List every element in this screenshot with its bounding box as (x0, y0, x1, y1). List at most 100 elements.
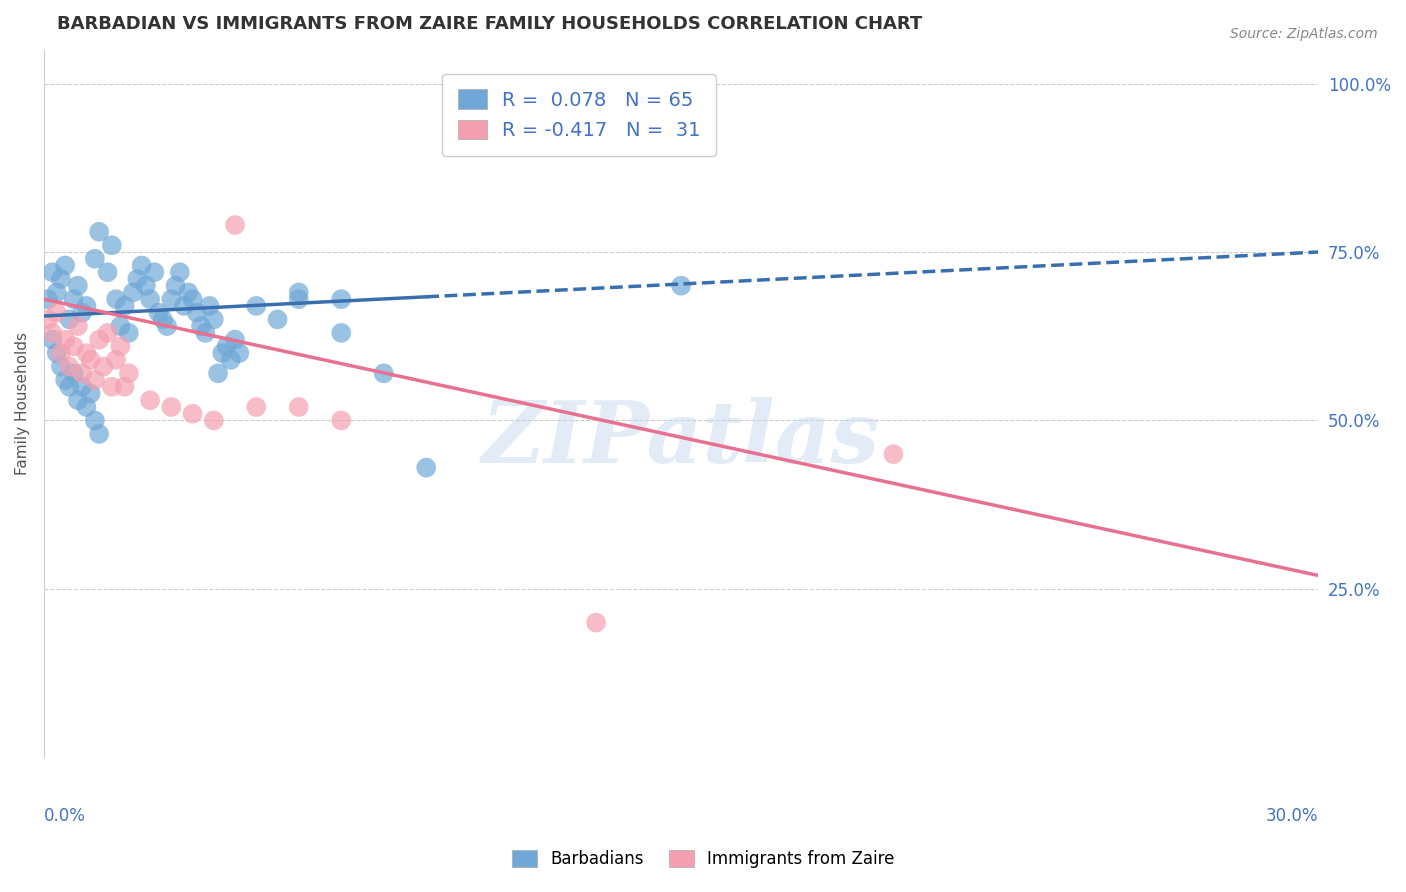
Point (83, 252, 105, 266)
Point (87, 426, 110, 441)
Point (93, 359, 115, 374)
Point (245, 299, 267, 313)
Point (330, 292, 353, 306)
Point (58, 359, 80, 374)
Text: Source: ZipAtlas.com: Source: ZipAtlas.com (1230, 27, 1378, 41)
Point (165, 278, 187, 293)
Point (83, 413, 105, 427)
Point (627, 96, 650, 111)
Point (198, 299, 221, 313)
Legend: Barbadians, Immigrants from Zaire: Barbadians, Immigrants from Zaire (505, 843, 901, 875)
Point (70, 366, 93, 380)
Point (415, 460, 437, 475)
Point (87, 225, 110, 239)
Text: ZIPatlas: ZIPatlas (482, 397, 880, 481)
Point (118, 366, 141, 380)
Point (114, 299, 136, 313)
Text: 0.0%: 0.0% (44, 807, 86, 825)
Point (97, 326, 120, 340)
Point (97, 265, 120, 279)
Point (122, 285, 145, 300)
Point (181, 292, 204, 306)
Point (194, 326, 217, 340)
Point (79, 386, 101, 401)
Point (160, 400, 183, 414)
Point (110, 319, 132, 334)
Point (373, 366, 395, 380)
Point (135, 278, 157, 293)
Point (62, 339, 84, 353)
Point (190, 319, 212, 334)
Point (70, 305, 93, 319)
Point (211, 346, 233, 360)
Point (101, 238, 124, 252)
Point (173, 299, 195, 313)
Point (87, 333, 110, 347)
Text: 30.0%: 30.0% (1265, 807, 1319, 825)
Point (83, 373, 105, 387)
Point (58, 312, 80, 326)
Point (148, 305, 170, 319)
Legend: R =  0.078   N = 65, R = -0.417   N =  31: R = 0.078 N = 65, R = -0.417 N = 31 (441, 74, 716, 155)
Point (41, 326, 63, 340)
Point (49, 346, 72, 360)
Y-axis label: Family Households: Family Households (15, 332, 30, 475)
Point (105, 352, 128, 367)
Point (79, 352, 101, 367)
Point (62, 292, 84, 306)
Point (45, 305, 67, 319)
Point (75, 346, 97, 360)
Point (207, 366, 229, 380)
Point (37, 292, 59, 306)
Point (186, 305, 208, 319)
Point (114, 380, 136, 394)
Point (53, 259, 76, 273)
Point (41, 333, 63, 347)
Point (62, 366, 84, 380)
Point (266, 312, 288, 326)
Point (585, 615, 607, 630)
Point (49, 359, 72, 374)
Point (228, 346, 250, 360)
Point (105, 292, 128, 306)
Point (143, 265, 166, 279)
Point (58, 380, 80, 394)
Point (45, 346, 67, 360)
Point (287, 292, 309, 306)
Point (287, 285, 309, 300)
Point (330, 413, 353, 427)
Point (110, 339, 132, 353)
Point (177, 285, 200, 300)
Point (224, 333, 246, 347)
Point (66, 278, 89, 293)
Point (41, 265, 63, 279)
Point (669, 278, 692, 293)
Point (330, 326, 353, 340)
Point (224, 218, 246, 232)
Point (215, 339, 238, 353)
Point (160, 292, 183, 306)
Point (75, 400, 97, 414)
Point (70, 380, 93, 394)
Point (101, 380, 124, 394)
Point (37, 312, 59, 326)
Point (882, 447, 904, 461)
Point (202, 413, 225, 427)
Point (66, 393, 89, 408)
Point (202, 312, 225, 326)
Point (219, 352, 242, 367)
Point (66, 319, 89, 334)
Point (152, 312, 174, 326)
Point (118, 326, 141, 340)
Point (53, 373, 76, 387)
Point (139, 292, 162, 306)
Point (181, 407, 204, 421)
Point (245, 400, 267, 414)
Point (53, 333, 76, 347)
Text: BARBADIAN VS IMMIGRANTS FROM ZAIRE FAMILY HOUSEHOLDS CORRELATION CHART: BARBADIAN VS IMMIGRANTS FROM ZAIRE FAMIL… (56, 15, 922, 33)
Point (75, 299, 97, 313)
Point (287, 400, 309, 414)
Point (131, 259, 153, 273)
Point (45, 285, 67, 300)
Point (169, 265, 191, 279)
